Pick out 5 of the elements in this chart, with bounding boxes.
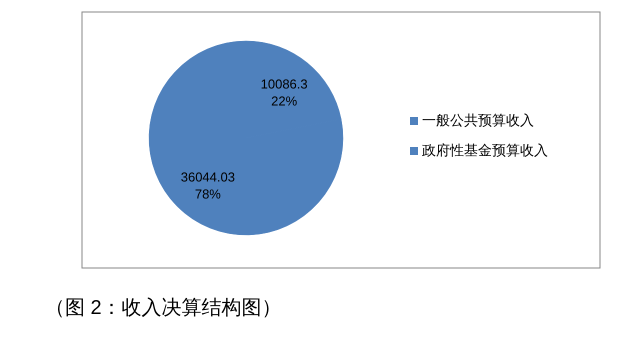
legend-label: 一般公共预算收入 <box>422 112 534 128</box>
data-label: 36044.03 78% <box>180 170 235 202</box>
legend-label: 政府性基金预算收入 <box>422 142 548 158</box>
text: （图 2：收入决算结构图） <box>45 297 282 319</box>
data-label: 10086.3 22% <box>260 76 308 108</box>
